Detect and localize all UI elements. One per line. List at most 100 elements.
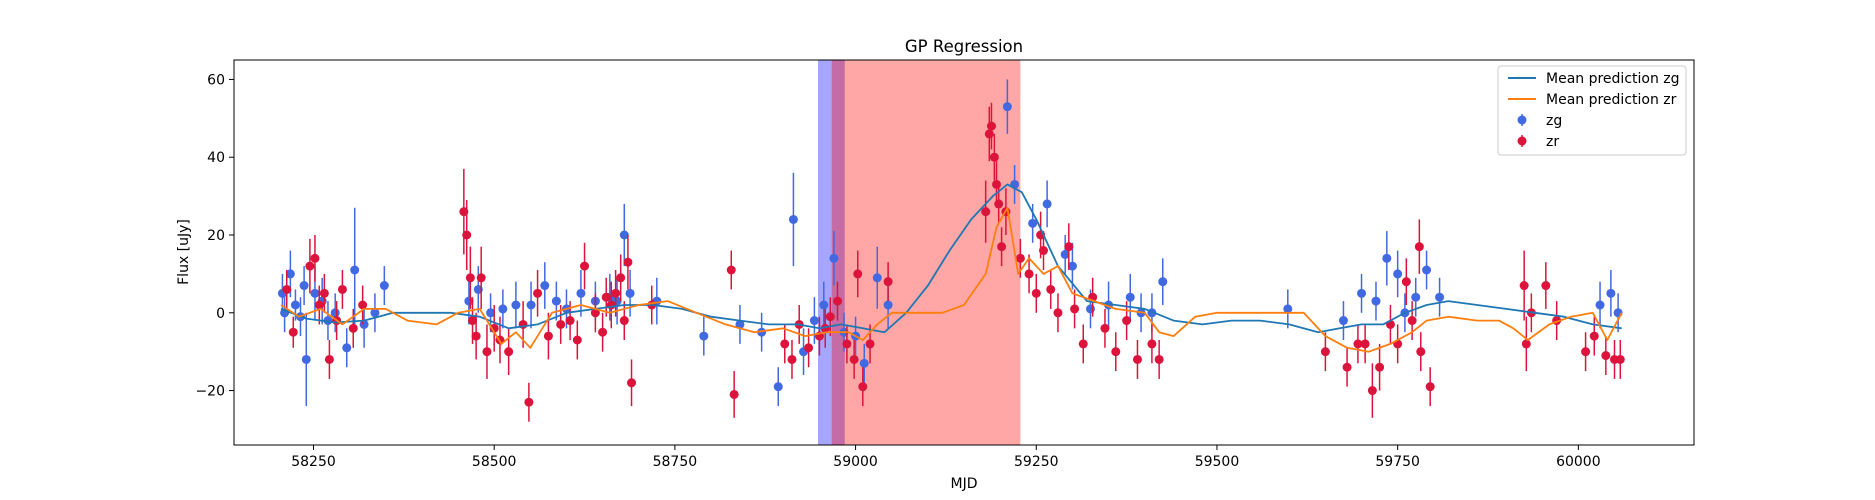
zg-point (527, 301, 536, 310)
zr-point (580, 262, 589, 271)
zr-point (1368, 386, 1377, 395)
zr-point (730, 390, 739, 399)
zr-point (826, 312, 835, 321)
zr-point (985, 129, 994, 138)
zr-point (349, 324, 358, 333)
zr-point (607, 301, 616, 310)
zr-point (1016, 254, 1025, 263)
zg-point (810, 316, 819, 325)
zr-point (1046, 285, 1055, 294)
zr-point (884, 277, 893, 286)
zg-point (860, 359, 869, 368)
zg-point (1411, 293, 1420, 302)
zr-point (338, 285, 347, 294)
y-tick-label: 0 (216, 306, 225, 322)
zr-point (1581, 347, 1590, 356)
zr-point (598, 328, 607, 337)
zr-point (1361, 339, 1370, 348)
zg-point (291, 301, 300, 310)
zr-point (842, 339, 851, 348)
zg-point (819, 301, 828, 310)
zr-point (1133, 355, 1142, 364)
y-tick-label: 60 (207, 72, 225, 88)
zr-point (1522, 339, 1531, 348)
zr-point (566, 316, 575, 325)
zr-point (1541, 281, 1550, 290)
zr-point (524, 398, 533, 407)
zg-point (774, 382, 783, 391)
zg-point (350, 266, 359, 275)
zr-point (533, 289, 542, 298)
zr-point (997, 242, 1006, 251)
zr-point (1375, 363, 1384, 372)
zr-point (1616, 355, 1625, 364)
zr-point (1039, 246, 1048, 255)
zr-point (833, 297, 842, 306)
zg-point (1126, 293, 1135, 302)
x-tick-label: 59750 (1375, 454, 1420, 470)
zr-point (787, 355, 796, 364)
zg-point (626, 289, 635, 298)
zr-point (616, 273, 625, 282)
zg-point (552, 297, 561, 306)
zg-point (1158, 277, 1167, 286)
zr-point (1321, 347, 1330, 356)
x-tick-label: 58500 (472, 454, 517, 470)
zg-point (300, 281, 309, 290)
zg-point (498, 304, 507, 313)
zr-point (804, 343, 813, 352)
zr-point (990, 153, 999, 162)
x-axis-label: MJD (951, 476, 978, 492)
zg-point (310, 289, 319, 298)
zr-point (477, 273, 486, 282)
legend: Mean prediction zg Mean prediction zr zg… (1498, 66, 1686, 155)
zr-point (1053, 308, 1062, 317)
legend-label-zg: zg (1546, 113, 1562, 129)
legend-swatch-zr-marker (1518, 137, 1527, 146)
zr-point (1402, 277, 1411, 286)
zr-point (994, 199, 1003, 208)
zg-point (1596, 301, 1605, 310)
zg-point (873, 273, 882, 282)
zg-point (1422, 266, 1431, 275)
zr-point (482, 347, 491, 356)
zr-point (623, 258, 632, 267)
zg-point (302, 355, 311, 364)
zr-point (1064, 242, 1073, 251)
zr-point (466, 273, 475, 282)
zr-point (1032, 289, 1041, 298)
zg-point (1393, 269, 1402, 278)
y-axis: −20 0 20 40 60 (195, 72, 234, 399)
zg-point (1435, 293, 1444, 302)
zr-point (1111, 347, 1120, 356)
zr-point (504, 347, 513, 356)
zr-point (1147, 339, 1156, 348)
zr-point (472, 332, 481, 341)
legend-label-zr-line: Mean prediction zr (1546, 92, 1677, 108)
zr-point (573, 336, 582, 345)
x-axis: 58250 58500 58750 59000 59250 59500 59750 60000 (291, 445, 1600, 470)
zg-point (884, 301, 893, 310)
zg-point (1003, 102, 1012, 111)
y-tick-label: 40 (207, 150, 225, 166)
chart-title: GP Regression (905, 37, 1023, 56)
zr-point (987, 122, 996, 131)
zr-point (602, 293, 611, 302)
zg-point (576, 289, 585, 298)
zr-point (620, 316, 629, 325)
zg-point (1043, 199, 1052, 208)
zr-point (1070, 304, 1079, 313)
legend-label-zr: zr (1546, 134, 1559, 150)
zg-point (829, 254, 838, 263)
zr-point (1079, 339, 1088, 348)
zr-point (780, 339, 789, 348)
zr-point (1408, 316, 1417, 325)
zr-point (1155, 355, 1164, 364)
zr-point (611, 289, 620, 298)
zg-point (1606, 289, 1615, 298)
x-tick-label: 58250 (291, 454, 336, 470)
zr-point (853, 269, 862, 278)
zg-point (540, 281, 549, 290)
zr-point (1416, 347, 1425, 356)
zr-point (1426, 382, 1435, 391)
